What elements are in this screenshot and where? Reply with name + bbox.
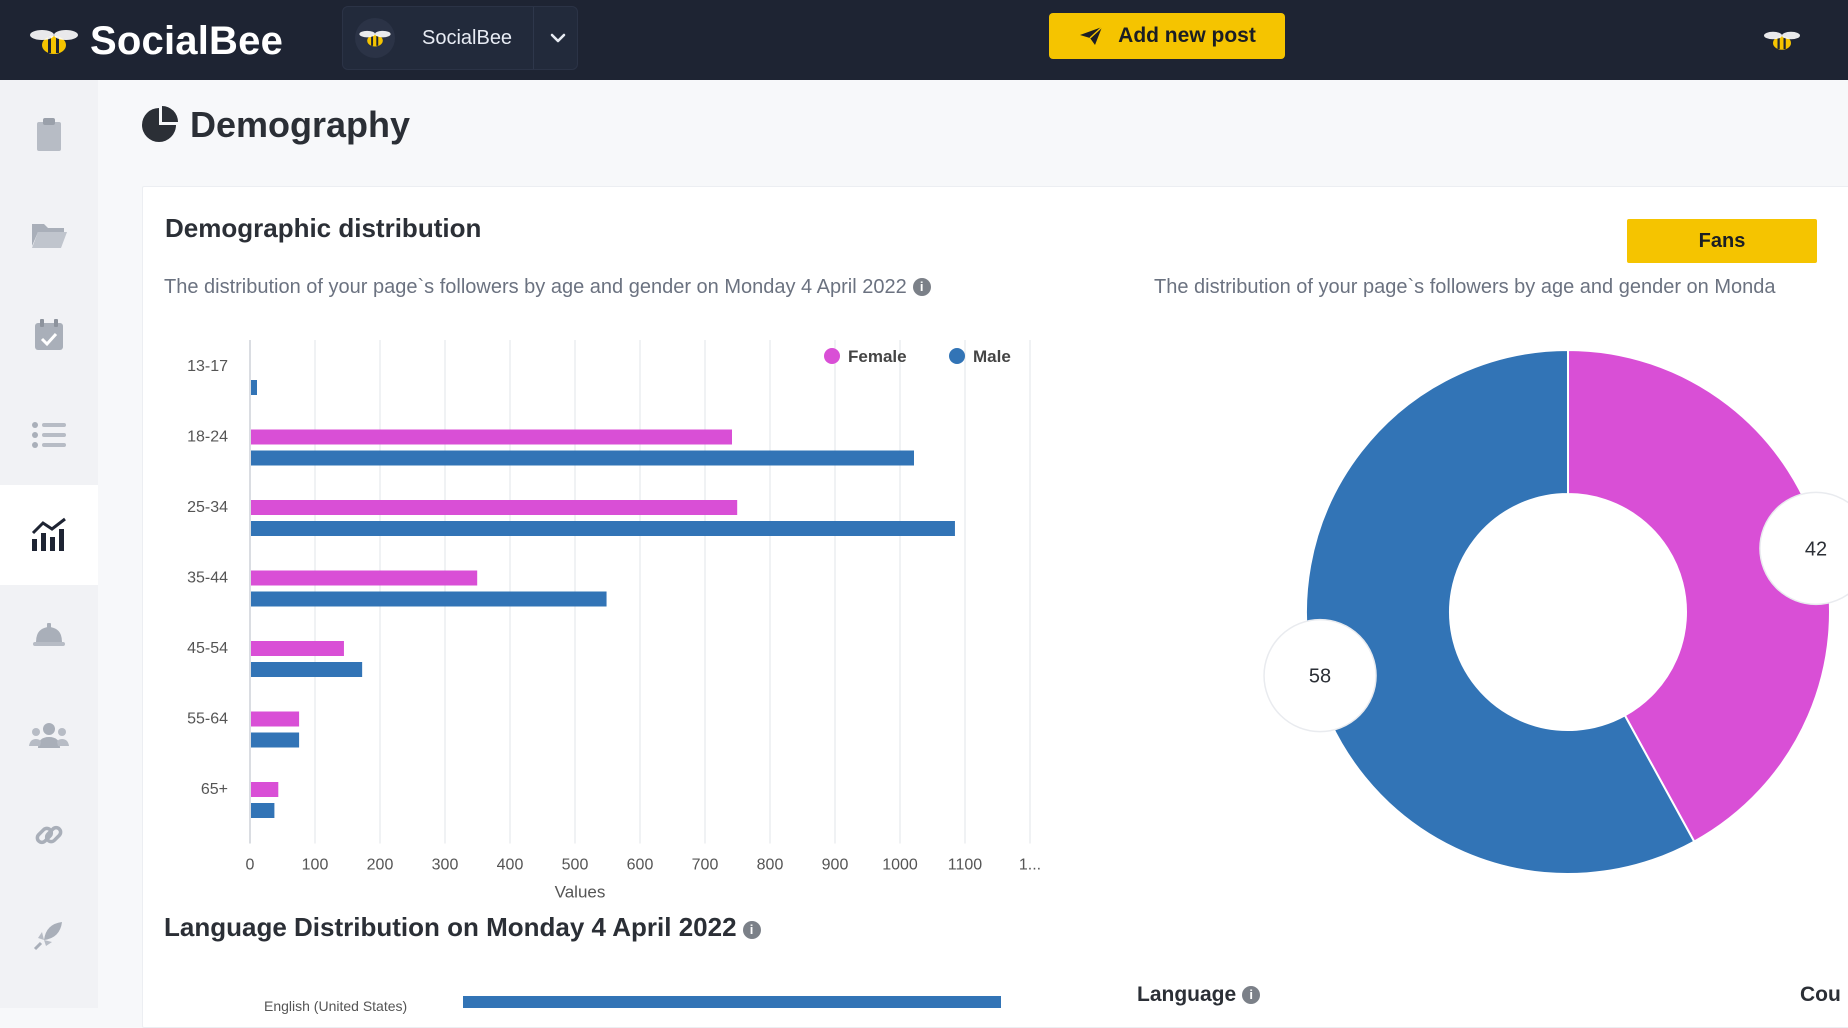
bar-female-35-44[interactable] bbox=[251, 570, 478, 586]
donut-slice-female[interactable] bbox=[1567, 348, 1831, 843]
y-tick-label: 65+ bbox=[201, 781, 228, 798]
bar-male-65+[interactable] bbox=[251, 803, 275, 818]
page-title: Demography bbox=[190, 104, 411, 145]
sidebar-item-categories[interactable] bbox=[0, 185, 98, 285]
brand-name: SocialBee bbox=[90, 18, 284, 63]
y-tick-label: 18-24 bbox=[187, 429, 228, 446]
sidebar-item-analytics[interactable] bbox=[0, 485, 98, 585]
workspace-name: SocialBee bbox=[422, 27, 513, 49]
bar-male-18-24[interactable] bbox=[251, 450, 914, 466]
legend-marker-male bbox=[949, 348, 965, 364]
x-tick-label: 400 bbox=[497, 857, 524, 874]
bar-female-65+[interactable] bbox=[251, 782, 279, 797]
language-distribution-title: Language Distribution on Monday 4 April … bbox=[164, 912, 761, 943]
bar-female-25-34[interactable] bbox=[251, 500, 738, 515]
chart-description-left: The distribution of your page`s follower… bbox=[164, 276, 931, 299]
sidebar-item-posts[interactable] bbox=[0, 385, 98, 485]
sidebar-item-notifications[interactable] bbox=[0, 585, 98, 685]
sidebar bbox=[0, 80, 98, 1008]
workspace-selector[interactable]: SocialBee bbox=[342, 6, 578, 70]
link-icon bbox=[35, 825, 63, 845]
bar-male-45-54[interactable] bbox=[251, 662, 363, 677]
info-icon[interactable]: i bbox=[742, 921, 761, 939]
page-header: Demography bbox=[140, 104, 410, 146]
sidebar-item-team[interactable] bbox=[0, 685, 98, 785]
chevron-down-icon[interactable] bbox=[547, 27, 569, 49]
slice-value-label: 58 bbox=[1309, 666, 1331, 688]
sidebar-item-boost[interactable] bbox=[0, 885, 98, 985]
language-column-header-text: Language bbox=[1137, 983, 1237, 1006]
x-tick-label: 1100 bbox=[948, 857, 983, 874]
clipboard-icon bbox=[37, 118, 61, 151]
x-tick-label: 0 bbox=[246, 857, 255, 874]
bar-male-35-44[interactable] bbox=[251, 591, 607, 607]
chart-description-left-text: The distribution of your page`s follower… bbox=[164, 276, 907, 298]
pie-chart-icon bbox=[142, 106, 178, 142]
bar-female-55-64[interactable] bbox=[251, 711, 300, 727]
y-tick-label: 35-44 bbox=[187, 570, 228, 587]
calendar-icon bbox=[35, 319, 63, 350]
language-row-label: English (United States) bbox=[264, 998, 408, 1014]
sidebar-item-content[interactable] bbox=[0, 85, 98, 185]
x-tick-label: 200 bbox=[367, 857, 394, 874]
divider bbox=[533, 7, 534, 69]
rocket-icon bbox=[33, 922, 62, 951]
fans-toggle-button[interactable]: Fans bbox=[1627, 219, 1817, 263]
bell-icon bbox=[33, 623, 65, 646]
donut-slice-male[interactable] bbox=[1305, 348, 1696, 875]
x-tick-label: 500 bbox=[562, 857, 589, 874]
language-distribution-title-text: Language Distribution on Monday 4 April … bbox=[164, 912, 737, 942]
list-icon bbox=[32, 422, 66, 448]
bee-icon bbox=[1764, 31, 1800, 50]
count-column-header[interactable]: Cou bbox=[1800, 983, 1841, 1006]
user-avatar[interactable] bbox=[1756, 14, 1808, 66]
bee-icon bbox=[359, 30, 391, 47]
legend-label-male[interactable]: Male bbox=[973, 347, 1011, 366]
workspace-avatar bbox=[355, 18, 395, 58]
bar-female-18-24[interactable] bbox=[251, 429, 732, 445]
sidebar-item-links[interactable] bbox=[0, 785, 98, 885]
info-icon[interactable]: i bbox=[1242, 986, 1261, 1004]
language-column-header[interactable]: Language i bbox=[1137, 983, 1261, 1007]
folder-icon bbox=[32, 224, 67, 248]
legend-marker-female bbox=[824, 348, 840, 364]
users-icon bbox=[29, 723, 69, 748]
y-tick-label: 13-17 bbox=[187, 358, 228, 375]
age-gender-bar-chart: 0 100 200 300 400 500 600 700 800 900 1000 1100 1...… bbox=[187, 340, 1041, 901]
bar-male-25-34[interactable] bbox=[251, 521, 955, 536]
brand-logo[interactable]: SocialBee bbox=[28, 14, 283, 68]
gender-donut-chart: 42 58 bbox=[1263, 348, 1848, 875]
legend-label-female[interactable]: Female bbox=[848, 347, 907, 366]
y-tick-label: 25-34 bbox=[187, 499, 228, 516]
y-tick-label: 55-64 bbox=[187, 711, 228, 728]
bar-female-45-54[interactable] bbox=[251, 641, 344, 656]
bar-male-55-64[interactable] bbox=[251, 732, 300, 748]
x-tick-label: 100 bbox=[302, 857, 329, 874]
x-tick-label: 1000 bbox=[882, 857, 918, 874]
x-tick-label: 300 bbox=[432, 857, 459, 874]
bee-logo-icon bbox=[30, 30, 78, 54]
sidebar-item-schedule[interactable] bbox=[0, 285, 98, 385]
add-new-post-label: Add new post bbox=[1118, 24, 1256, 47]
x-tick-label: 800 bbox=[757, 857, 784, 874]
bar-male-13-17[interactable] bbox=[251, 380, 257, 395]
send-icon bbox=[1080, 26, 1103, 45]
info-icon[interactable]: i bbox=[912, 278, 931, 296]
slice-value-bubble bbox=[1759, 491, 1848, 606]
x-tick-label: 600 bbox=[627, 857, 654, 874]
x-axis-label: Values bbox=[555, 883, 606, 901]
language-bar bbox=[463, 996, 1001, 1008]
slice-value-bubble bbox=[1263, 618, 1377, 733]
add-new-post-button[interactable]: Add new post bbox=[1049, 13, 1285, 59]
demographic-distribution-title: Demographic distribution bbox=[165, 213, 482, 243]
x-tick-label: 900 bbox=[822, 857, 849, 874]
x-tick-label: 1... bbox=[1019, 857, 1041, 874]
top-navigation-bar: SocialBee SocialBee Add new post bbox=[0, 0, 1848, 80]
y-tick-label: 45-54 bbox=[187, 640, 228, 657]
chart-description-right: The distribution of your page`s follower… bbox=[1154, 276, 1776, 298]
slice-value-label: 42 bbox=[1805, 538, 1827, 560]
x-tick-label: 700 bbox=[692, 857, 719, 874]
analytics-icon bbox=[31, 517, 66, 551]
